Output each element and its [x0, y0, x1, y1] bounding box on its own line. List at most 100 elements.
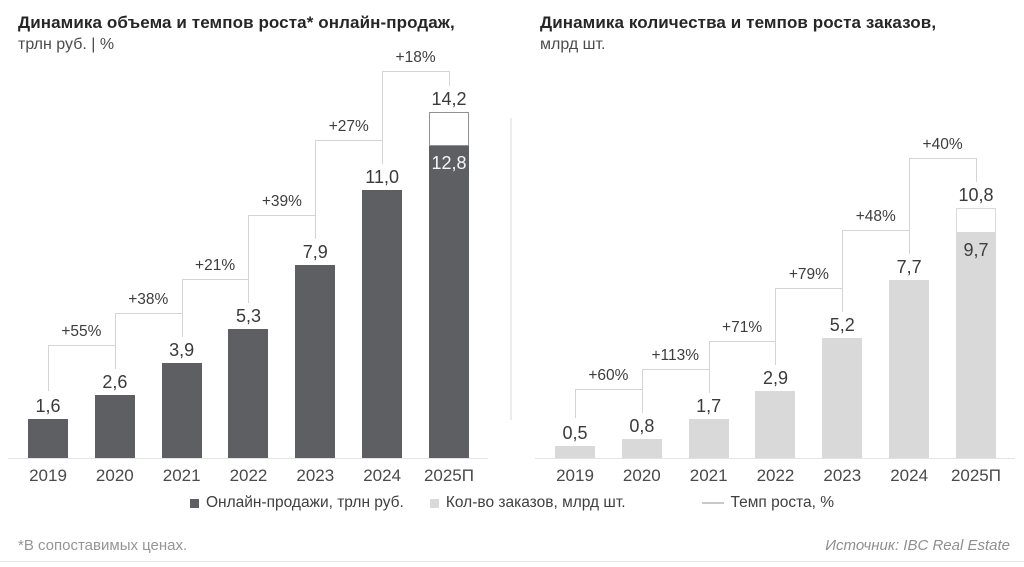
growth-bracket-line	[775, 287, 777, 363]
x-axis-label-2025П: 2025П	[950, 466, 1001, 485]
bar-value-label: 2,6	[102, 371, 128, 392]
chart-legend: Онлайн-продажи, трлн руб. Кол-во заказов…	[0, 494, 1024, 512]
growth-rate-label: +21%	[195, 256, 236, 274]
bar-total-value-label: 14,2	[431, 88, 467, 109]
dark-square-marker-icon	[189, 498, 199, 508]
growth-bracket-line	[641, 368, 709, 370]
x-axis-label-2021: 2021	[689, 466, 728, 485]
bar-2023	[295, 265, 336, 458]
growth-bracket-line	[708, 340, 710, 391]
legend-item-online-sales: Онлайн-продажи, трлн руб.	[189, 494, 404, 512]
growth-bracket-line	[909, 157, 976, 159]
growth-bracket-line	[575, 389, 642, 391]
right-chart-plot: +60% +113% +71% +79% +48% +40% 0,5 2019 0,8 2020 1…	[535, 55, 1015, 500]
growth-rate-label: +38%	[128, 290, 169, 308]
left-chart-title: Динамика объема и темпов роста* онлайн-п…	[18, 13, 455, 32]
footer: *В сопоставимых ценах. Источник: IBC Rea…	[18, 537, 1010, 554]
bar-2019	[28, 419, 68, 458]
growth-rate-label: +113%	[651, 346, 700, 364]
bar-2025П-solid	[955, 233, 996, 458]
bar-2022	[228, 328, 269, 458]
growth-bracket-line	[641, 368, 643, 412]
growth-bracket-line	[315, 139, 383, 141]
bar-value-label: 3,9	[169, 339, 195, 360]
x-axis-label-2023: 2023	[296, 466, 335, 485]
bar-value-label: 1,6	[35, 396, 61, 416]
line-marker-icon	[701, 502, 724, 504]
bar-2020	[94, 394, 135, 458]
growth-bracket-line	[575, 389, 576, 419]
growth-rate-label: +79%	[788, 265, 829, 283]
legend-item-growth-rate: Темп роста, %	[701, 494, 835, 512]
legend-label-online-sales: Онлайн-продажи, трлн руб.	[205, 494, 404, 511]
bar-2025П-forecast-cap	[955, 207, 996, 234]
bar-2025П-forecast-cap	[428, 111, 469, 147]
growth-bracket-line	[181, 278, 183, 335]
growth-bracket-line	[909, 157, 911, 252]
bar-2019	[555, 446, 595, 458]
growth-bracket-line	[48, 344, 49, 391]
right-chart-panel: Динамика количества и темпов роста заказ…	[527, 0, 1024, 567]
legend-label-growth-rate: Темп роста, %	[730, 494, 835, 511]
growth-rate-label: +18%	[395, 49, 436, 66]
bottom-divider-line	[0, 561, 1024, 562]
x-axis-label-2024: 2024	[363, 466, 402, 485]
bar-2021	[161, 362, 202, 458]
growth-rate-label: +39%	[261, 193, 302, 211]
bar-value-label: 5,2	[829, 314, 855, 335]
footnote-comparable-prices: *В сопоставимых ценах.	[18, 537, 188, 554]
right-chart-title: Динамика количества и темпов роста заказ…	[540, 13, 937, 32]
x-axis-label-2022: 2022	[229, 466, 268, 485]
bar-2022	[755, 390, 796, 458]
x-axis-label-2019: 2019	[556, 466, 594, 485]
growth-bracket-line	[315, 139, 317, 238]
bar-2024	[362, 189, 403, 458]
bar-value-label: 7,7	[896, 256, 922, 277]
source-credit: Источник: IBC Real Estate	[825, 537, 1010, 554]
x-axis-label-2024: 2024	[890, 466, 929, 485]
right-chart-subtitle: млрд шт.	[540, 36, 606, 53]
bar-2024	[889, 279, 930, 458]
left-chart-subtitle: трлн руб. | %	[18, 36, 115, 53]
growth-bracket-line	[48, 344, 115, 346]
bar-value-label: 0,8	[629, 416, 655, 437]
legend-label-orders-count: Кол-во заказов, млрд шт.	[445, 494, 626, 511]
bar-total-value-label: 10,8	[958, 184, 994, 205]
x-axis-label-2025П: 2025П	[423, 466, 474, 485]
x-axis-label-2021: 2021	[162, 466, 201, 485]
growth-rate-label: +27%	[328, 117, 369, 135]
growth-rate-label: +71%	[722, 318, 763, 336]
growth-bracket-line	[842, 229, 844, 310]
panel-divider-line	[510, 118, 512, 420]
x-axis-label-2019: 2019	[29, 466, 67, 485]
growth-bracket-line	[448, 71, 450, 86]
bar-value-label: 7,9	[302, 242, 328, 263]
bar-2025П-solid	[428, 146, 469, 458]
x-axis-line	[8, 458, 488, 459]
bar-value-label: 5,3	[235, 305, 261, 326]
growth-rate-label: +60%	[588, 367, 629, 385]
growth-bracket-line	[114, 312, 116, 367]
growth-bracket-line	[114, 312, 182, 314]
left-chart-plot: +55% +38% +21% +39% +27% +18% 1,6 2019 2,6 2020 3,…	[8, 49, 488, 500]
x-axis-label-2020: 2020	[95, 466, 134, 485]
bar-value-label: 11,0	[365, 166, 399, 187]
growth-bracket-line	[382, 71, 449, 72]
x-axis-label-2022: 2022	[756, 466, 795, 485]
growth-rate-label: +40%	[922, 135, 963, 153]
light-square-marker-icon	[429, 498, 439, 508]
growth-bracket-line	[248, 215, 250, 301]
growth-rate-label: +55%	[61, 322, 102, 340]
growth-bracket-line	[382, 71, 384, 162]
bar-solid-value-label: 12,8	[431, 153, 467, 174]
growth-rate-label: +48%	[855, 207, 896, 225]
growth-bracket-line	[775, 287, 843, 289]
growth-bracket-line	[708, 340, 776, 342]
bar-2020	[621, 439, 662, 458]
x-axis-line	[535, 458, 1015, 459]
bar-2023	[822, 337, 863, 458]
bar-2021	[688, 418, 729, 458]
growth-bracket-line	[975, 157, 977, 182]
bar-value-label: 2,9	[762, 367, 788, 388]
